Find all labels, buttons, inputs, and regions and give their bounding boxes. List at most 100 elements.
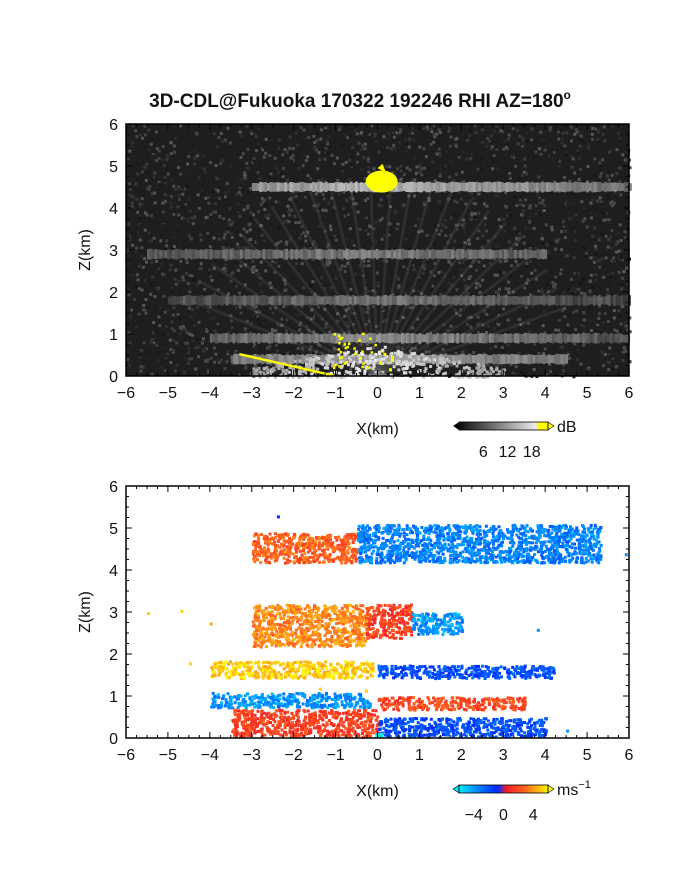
layer-cell [569,334,573,343]
layer-cell [520,182,524,192]
noise-speck [432,274,436,278]
layer-cell [240,249,243,259]
noise-speck [518,269,522,273]
noise-speck [600,172,603,175]
noise-speck [172,245,176,248]
noise-speck [492,257,496,260]
noise-speck [135,273,139,277]
noise-speck [487,210,491,214]
noise-speck [563,307,567,311]
layer-cell [290,249,294,260]
noise-speck [313,171,317,175]
layer-cell [471,249,475,259]
noise-speck [328,260,332,264]
fan-cell [329,371,333,375]
layer-cell [288,355,292,363]
layer-cell [205,295,209,306]
velocity-cell [262,546,266,550]
noise-speck [579,153,583,157]
layer-cell [268,354,272,365]
layer-cell [209,249,213,260]
layer-cell [178,296,181,305]
layer-cell [360,248,364,260]
noise-speck [127,331,131,335]
velocity-cell [463,539,467,543]
colorbar-segment [541,422,545,430]
noise-speck [584,251,588,255]
fan-cell [482,365,486,369]
noise-speck [311,207,315,211]
layer-cell [620,295,624,306]
noise-speck [210,278,214,282]
noise-speck [422,127,426,131]
layer-cell [304,182,308,191]
noise-speck [586,318,590,322]
fan-cell [503,368,507,372]
noise-speck [441,347,445,351]
layer-cell [344,295,347,306]
layer-cell [452,355,455,364]
layer-cell [271,295,274,305]
noise-speck [548,248,552,252]
noise-speck [367,289,371,293]
fan-cell [417,355,420,359]
velocity-cell [345,557,349,561]
velocity-cell [491,553,495,557]
layer-cell [350,250,354,259]
noise-speck [201,182,205,186]
fan-cell [303,371,307,375]
velocity-cell [472,525,476,529]
layer-cell [395,333,399,344]
noise-speck [344,308,348,312]
fan-cell [297,373,301,377]
noise-speck [612,316,616,320]
layer-cell [154,249,158,260]
noise-speck [524,198,528,202]
noise-speck [465,206,469,210]
layer-cell [214,249,218,259]
layer-cell [499,249,502,259]
fan-cell [491,370,495,374]
layer-cell [506,250,510,259]
noise-speck [477,266,481,270]
noise-speck [492,327,496,331]
noise-speck [538,147,542,151]
layer-cell [302,249,306,260]
noise-speck [182,278,186,282]
noise-speck [284,329,288,333]
velocity-cell [334,536,338,539]
fan-cell [312,366,316,370]
layer-cell [418,249,422,259]
fan-cell [395,359,399,363]
layer-cell [272,334,276,343]
noise-speck [577,156,581,160]
noise-speck [294,194,298,198]
layer-cell [550,355,553,364]
layer-cell [394,296,398,305]
clutter-speck [332,366,336,370]
noise-speck [467,353,471,357]
layer-cell [242,333,246,343]
noise-speck [341,162,345,166]
layer-cell [426,332,429,344]
layer-cell [245,296,249,305]
velocity-cell [321,549,325,553]
noise-speck [581,277,585,281]
noise-speck [249,332,252,335]
layer-0.9km [209,332,631,344]
layer-cell [424,295,428,306]
velocity-cell [547,555,551,559]
noise-speck [487,139,491,143]
noise-speck [131,181,135,185]
noise-speck [158,212,161,216]
noise-speck [391,293,395,297]
layer-cell [261,295,264,306]
layer-cell [489,249,492,260]
noise-speck [249,238,253,242]
noise-speck [167,332,170,336]
noise-speck [477,211,481,215]
layer-cell [355,250,359,258]
noise-speck [486,213,490,217]
clutter-cell [283,363,287,366]
fan-cell [477,362,480,366]
